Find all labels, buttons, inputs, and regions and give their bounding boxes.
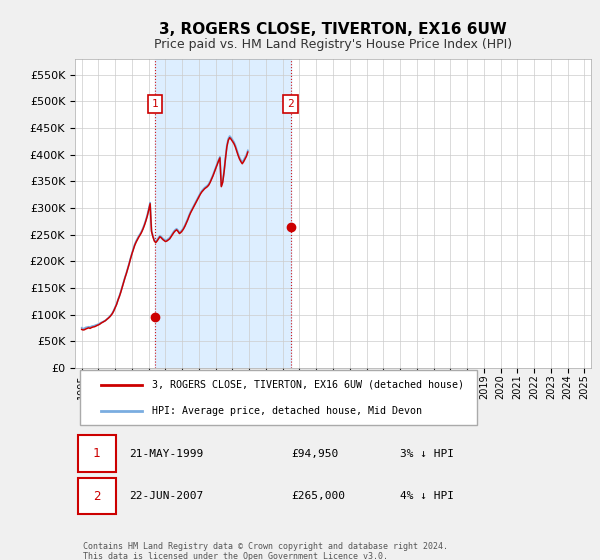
Text: 1: 1 <box>93 447 100 460</box>
Text: 3% ↓ HPI: 3% ↓ HPI <box>400 449 454 459</box>
Text: 3, ROGERS CLOSE, TIVERTON, EX16 6UW (detached house): 3, ROGERS CLOSE, TIVERTON, EX16 6UW (det… <box>152 380 464 390</box>
Text: 2: 2 <box>287 99 294 109</box>
Text: 1: 1 <box>152 99 158 109</box>
FancyBboxPatch shape <box>77 435 116 472</box>
FancyBboxPatch shape <box>77 478 116 515</box>
Text: HPI: Average price, detached house, Mid Devon: HPI: Average price, detached house, Mid … <box>152 406 422 416</box>
Text: 2: 2 <box>93 490 100 503</box>
Bar <box>155 59 290 368</box>
Text: £265,000: £265,000 <box>292 491 346 501</box>
FancyBboxPatch shape <box>80 370 478 425</box>
Text: 21-MAY-1999: 21-MAY-1999 <box>129 449 203 459</box>
Text: Contains HM Land Registry data © Crown copyright and database right 2024.
This d: Contains HM Land Registry data © Crown c… <box>83 542 448 560</box>
Text: 4% ↓ HPI: 4% ↓ HPI <box>400 491 454 501</box>
Text: £94,950: £94,950 <box>292 449 339 459</box>
Text: 3, ROGERS CLOSE, TIVERTON, EX16 6UW: 3, ROGERS CLOSE, TIVERTON, EX16 6UW <box>159 22 507 38</box>
Text: Price paid vs. HM Land Registry's House Price Index (HPI): Price paid vs. HM Land Registry's House … <box>154 38 512 50</box>
Text: 22-JUN-2007: 22-JUN-2007 <box>129 491 203 501</box>
